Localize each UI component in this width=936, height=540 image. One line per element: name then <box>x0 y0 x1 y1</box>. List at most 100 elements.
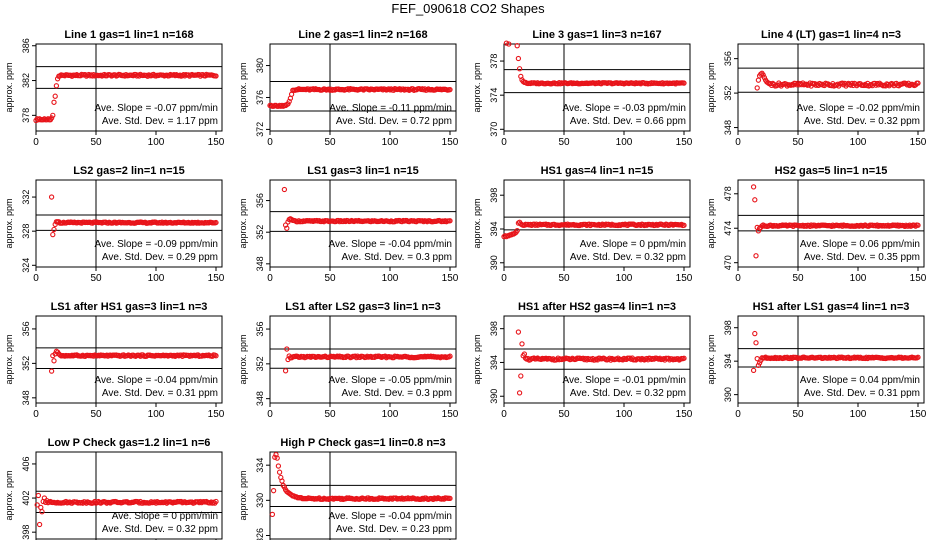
x-tick-label: 100 <box>382 137 399 148</box>
plot-frame <box>269 451 457 540</box>
data-point <box>51 358 57 364</box>
chart-panel: Line 3 gas=1 lin=3 n=167 0 50 100 150 370 374 3… <box>472 29 693 148</box>
y-tick-label: 394 <box>489 221 499 236</box>
data-point <box>274 455 280 461</box>
plot-frame <box>503 315 691 404</box>
x-tick-label: 0 <box>267 409 273 420</box>
x-tick-label: 50 <box>90 409 102 420</box>
data-point <box>447 87 453 93</box>
data-point <box>35 492 42 499</box>
x-tick-label: 0 <box>735 273 741 284</box>
data-point <box>275 463 282 469</box>
slope-annotation: Ave. Slope = -0.04 ppm/min <box>329 511 453 522</box>
y-axis-label: approx. ppm <box>4 470 14 520</box>
data-point <box>915 222 921 228</box>
x-tick-label: 150 <box>910 409 927 420</box>
data-point <box>678 221 685 227</box>
page-title: FEF_090618 CO2 Shapes <box>391 1 545 16</box>
data-point <box>90 353 97 359</box>
stddev-annotation: Ave. Std. Dev. = 0.31 ppm <box>804 388 920 399</box>
stddev-annotation: Ave. Std. Dev. = 0.32 ppm <box>102 524 218 535</box>
x-tick-label: 100 <box>382 409 399 420</box>
chart-panel: HS2 gas=5 lin=1 n=15 0 50 100 150 470 474 478 ap… <box>706 165 927 284</box>
x-tick-label: 50 <box>558 409 570 420</box>
x-tick-label: 150 <box>208 409 225 420</box>
x-tick-label: 100 <box>148 409 165 420</box>
data-point <box>286 98 292 105</box>
y-axis-label: approx. ppm <box>238 334 248 384</box>
stddev-annotation: Ave. Std. Dev. = 0.31 ppm <box>102 388 218 399</box>
chart-panel: High P Check gas=1 lin=0.8 n=30501001503… <box>238 437 457 540</box>
data-point <box>515 329 522 335</box>
data-point <box>756 360 763 366</box>
chart-panel: LS2 gas=2 lin=1 n=15 0 50 100 150 324 328 332 ap… <box>4 165 225 284</box>
x-tick-label: 150 <box>208 137 225 148</box>
data-point <box>189 499 195 505</box>
x-tick-label: 0 <box>501 409 507 420</box>
y-tick-label: 478 <box>723 186 733 201</box>
slope-annotation: Ave. Slope = -0.03 ppm/min <box>563 103 687 114</box>
data-point <box>588 356 595 363</box>
data-point <box>675 356 681 362</box>
chart-title: Line 1 gas=1 lin=1 n=168 <box>64 29 193 41</box>
data-point <box>506 41 512 47</box>
data-point <box>898 354 904 360</box>
data-point <box>135 72 141 78</box>
stddev-annotation: Ave. Std. Dev. = 0.35 ppm <box>804 252 920 263</box>
data-point <box>752 330 758 337</box>
y-tick-label: 380 <box>255 58 265 73</box>
data-point <box>761 74 768 81</box>
data-point <box>518 373 524 379</box>
y-tick-label: 394 <box>489 355 499 370</box>
data-point <box>396 86 403 92</box>
y-axis-label: approx. ppm <box>472 62 482 112</box>
y-axis-label: approx. ppm <box>706 198 716 248</box>
slope-annotation: Ave. Slope = -0.07 ppm/min <box>95 103 219 114</box>
slope-annotation: Ave. Slope = -0.11 ppm/min <box>329 103 452 114</box>
data-point <box>516 66 523 72</box>
x-tick-label: 150 <box>676 273 693 284</box>
chart-title: HS1 after HS2 gas=4 lin=1 n=3 <box>518 301 676 313</box>
data-point <box>300 353 307 360</box>
x-tick-label: 150 <box>676 137 693 148</box>
x-tick-label: 50 <box>90 137 102 148</box>
plot-frame <box>737 179 925 268</box>
data-point <box>818 354 824 360</box>
data-point <box>755 362 762 369</box>
y-tick-label: 356 <box>21 321 31 336</box>
chart-title: High P Check gas=1 lin=0.8 n=3 <box>280 437 445 449</box>
x-tick-label: 100 <box>850 409 867 420</box>
data-point <box>197 498 204 505</box>
y-tick-label: 330 <box>255 493 265 508</box>
plot-frame <box>269 315 457 404</box>
data-point <box>660 356 667 362</box>
y-tick-label: 474 <box>723 221 733 236</box>
data-point <box>269 511 276 518</box>
y-tick-label: 376 <box>255 90 265 105</box>
data-point <box>50 112 56 118</box>
y-tick-label: 348 <box>21 390 31 405</box>
data-point <box>874 222 880 228</box>
y-tick-label: 398 <box>723 320 733 335</box>
slope-annotation: Ave. Slope = 0 ppm/min <box>580 239 686 250</box>
plot-frame <box>269 179 457 268</box>
data-point <box>906 222 913 228</box>
data-point <box>915 80 921 86</box>
y-tick-label: 390 <box>723 387 733 402</box>
slope-annotation: Ave. Slope = -0.05 ppm/min <box>329 375 453 386</box>
data-point <box>51 99 57 105</box>
data-point <box>657 355 663 361</box>
x-tick-label: 150 <box>676 409 693 420</box>
x-tick-label: 150 <box>910 137 927 148</box>
data-point <box>666 357 673 363</box>
x-tick-label: 100 <box>616 137 633 148</box>
x-tick-label: 50 <box>90 273 102 284</box>
data-point <box>755 77 762 83</box>
x-tick-label: 0 <box>33 273 39 284</box>
y-tick-label: 352 <box>255 356 265 371</box>
chart-title: LS2 gas=2 lin=1 n=15 <box>73 165 185 177</box>
slope-annotation: Ave. Slope = -0.09 ppm/min <box>95 239 219 250</box>
data-point <box>89 73 96 79</box>
x-tick-label: 150 <box>208 273 225 284</box>
chart-panel: LS1 gas=3 lin=1 n=15 0 50 100 150 348 352 356 ap… <box>238 165 459 284</box>
